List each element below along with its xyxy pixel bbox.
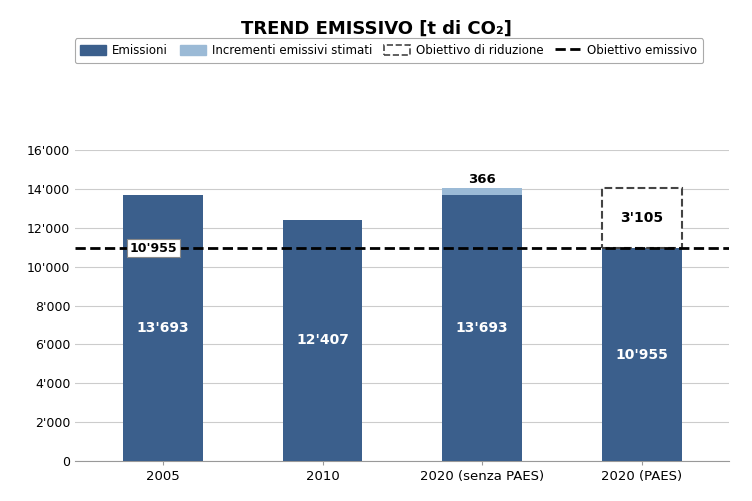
Bar bbox=[602, 188, 681, 248]
Text: 3'105: 3'105 bbox=[620, 211, 663, 225]
Text: 10'955: 10'955 bbox=[129, 242, 177, 255]
Bar bbox=[442, 195, 522, 461]
Bar bbox=[442, 188, 522, 195]
Bar bbox=[602, 248, 681, 461]
Text: TREND EMISSIVO [t di CO₂]: TREND EMISSIVO [t di CO₂] bbox=[241, 20, 511, 38]
Text: 13'693: 13'693 bbox=[456, 321, 508, 335]
Bar bbox=[283, 220, 362, 461]
Legend: Emissioni, Incrementi emissivi stimati, Obiettivo di riduzione, Obiettivo emissi: Emissioni, Incrementi emissivi stimati, … bbox=[74, 38, 703, 63]
Text: 366: 366 bbox=[468, 173, 496, 186]
Text: 13'693: 13'693 bbox=[137, 321, 190, 335]
Bar bbox=[123, 195, 203, 461]
Text: 12'407: 12'407 bbox=[296, 334, 349, 348]
Text: 10'955: 10'955 bbox=[615, 348, 668, 362]
